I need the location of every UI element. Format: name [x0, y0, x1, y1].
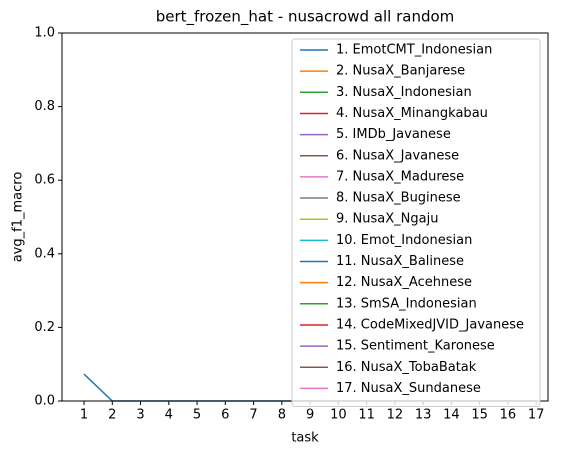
legend-label: 12. NusaX_Acehnese [336, 275, 472, 290]
x-axis-label: task [291, 431, 319, 446]
x-tick-label: 16 [500, 408, 517, 423]
x-tick-label: 13 [415, 408, 432, 423]
y-tick-label: 1.0 [34, 26, 55, 41]
y-tick-label: 0.4 [34, 246, 55, 261]
x-tick-label: 15 [471, 408, 488, 423]
x-tick-label: 11 [358, 408, 375, 423]
legend-label: 10. Emot_Indonesian [336, 233, 472, 248]
x-tick-label: 2 [108, 408, 116, 423]
legend-label: 2. NusaX_Banjarese [336, 64, 465, 79]
x-tick-label: 5 [193, 408, 201, 423]
legend-label: 11. NusaX_Balinese [336, 254, 464, 269]
x-tick-label: 6 [221, 408, 229, 423]
x-tick-label: 4 [165, 408, 173, 423]
x-tick-label: 8 [278, 408, 286, 423]
legend-label: 9. NusaX_Ngaju [336, 212, 438, 227]
x-tick-label: 10 [330, 408, 347, 423]
legend-box [291, 38, 541, 408]
legend-label: 7. NusaX_Madurese [336, 169, 464, 184]
x-tick-label: 12 [387, 408, 404, 423]
y-tick-label: 0.8 [34, 99, 55, 114]
x-tick-label: 17 [528, 408, 545, 423]
x-tick-label: 9 [306, 408, 314, 423]
legend-label: 8. NusaX_Buginese [336, 191, 461, 206]
y-axis-label: avg_f1_macro [11, 172, 26, 263]
legend-label: 14. CodeMixedJVID_Javanese [336, 317, 524, 332]
chart-title: bert_frozen_hat - nusacrowd all random [156, 8, 455, 27]
x-tick-label: 1 [80, 408, 88, 423]
legend-label: 13. SmSA_Indonesian [336, 296, 477, 311]
x-tick-label: 3 [136, 408, 144, 423]
y-tick-label: 0.0 [34, 394, 55, 409]
x-tick-label: 14 [443, 408, 460, 423]
legend-label: 6. NusaX_Javanese [336, 148, 459, 163]
y-tick-label: 0.2 [34, 320, 55, 335]
x-tick-label: 7 [249, 408, 257, 423]
legend-label: 16. NusaX_TobaBatak [336, 360, 477, 375]
y-tick-label: 0.6 [34, 173, 55, 188]
legend-label: 17. NusaX_Sundanese [336, 381, 481, 396]
legend-label: 15. Sentiment_Karonese [336, 339, 495, 354]
legend-label: 4. NusaX_Minangkabau [336, 106, 488, 121]
legend-label: 5. IMDb_Javanese [336, 127, 451, 142]
legend-label: 3. NusaX_Indonesian [336, 85, 472, 100]
legend-label: 1. EmotCMT_Indonesian [336, 43, 492, 58]
